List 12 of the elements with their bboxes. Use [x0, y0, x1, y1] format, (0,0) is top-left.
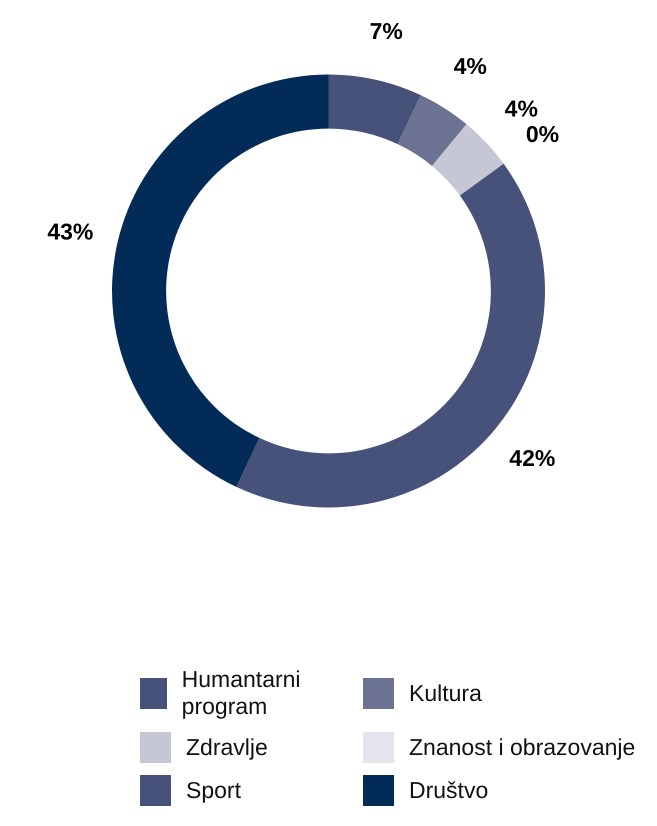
data-label: 7% [370, 18, 403, 44]
legend-label: Znanost i obrazovanje [409, 734, 636, 761]
data-label: 4% [504, 95, 538, 122]
legend-label: Društvo [409, 777, 488, 804]
legend-label: Zdravlje [186, 734, 268, 761]
data-label: 42% [509, 444, 556, 471]
data-label: 4% [454, 53, 487, 80]
legend-label: Sport [186, 777, 241, 804]
data-label: 43% [47, 218, 94, 245]
text: 0% [526, 120, 560, 147]
legend-label: Humantarni program [182, 666, 302, 720]
legend-label: Kultura [409, 680, 482, 706]
